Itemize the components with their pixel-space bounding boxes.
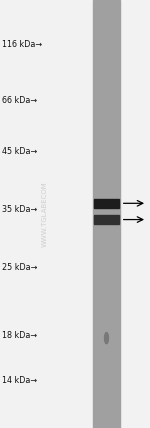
Text: 116 kDa→: 116 kDa→	[2, 40, 42, 50]
Text: 25 kDa→: 25 kDa→	[2, 263, 37, 272]
Text: 45 kDa→: 45 kDa→	[2, 147, 37, 157]
Text: 35 kDa→: 35 kDa→	[2, 205, 37, 214]
Bar	[93, 0, 120, 428]
Bar	[94, 199, 119, 208]
Text: WWW.TGLABECOM: WWW.TGLABECOM	[42, 181, 48, 247]
Circle shape	[105, 333, 108, 344]
Bar	[94, 215, 119, 224]
Text: 14 kDa→: 14 kDa→	[2, 376, 37, 386]
Text: 66 kDa→: 66 kDa→	[2, 96, 37, 105]
Text: 18 kDa→: 18 kDa→	[2, 331, 37, 341]
